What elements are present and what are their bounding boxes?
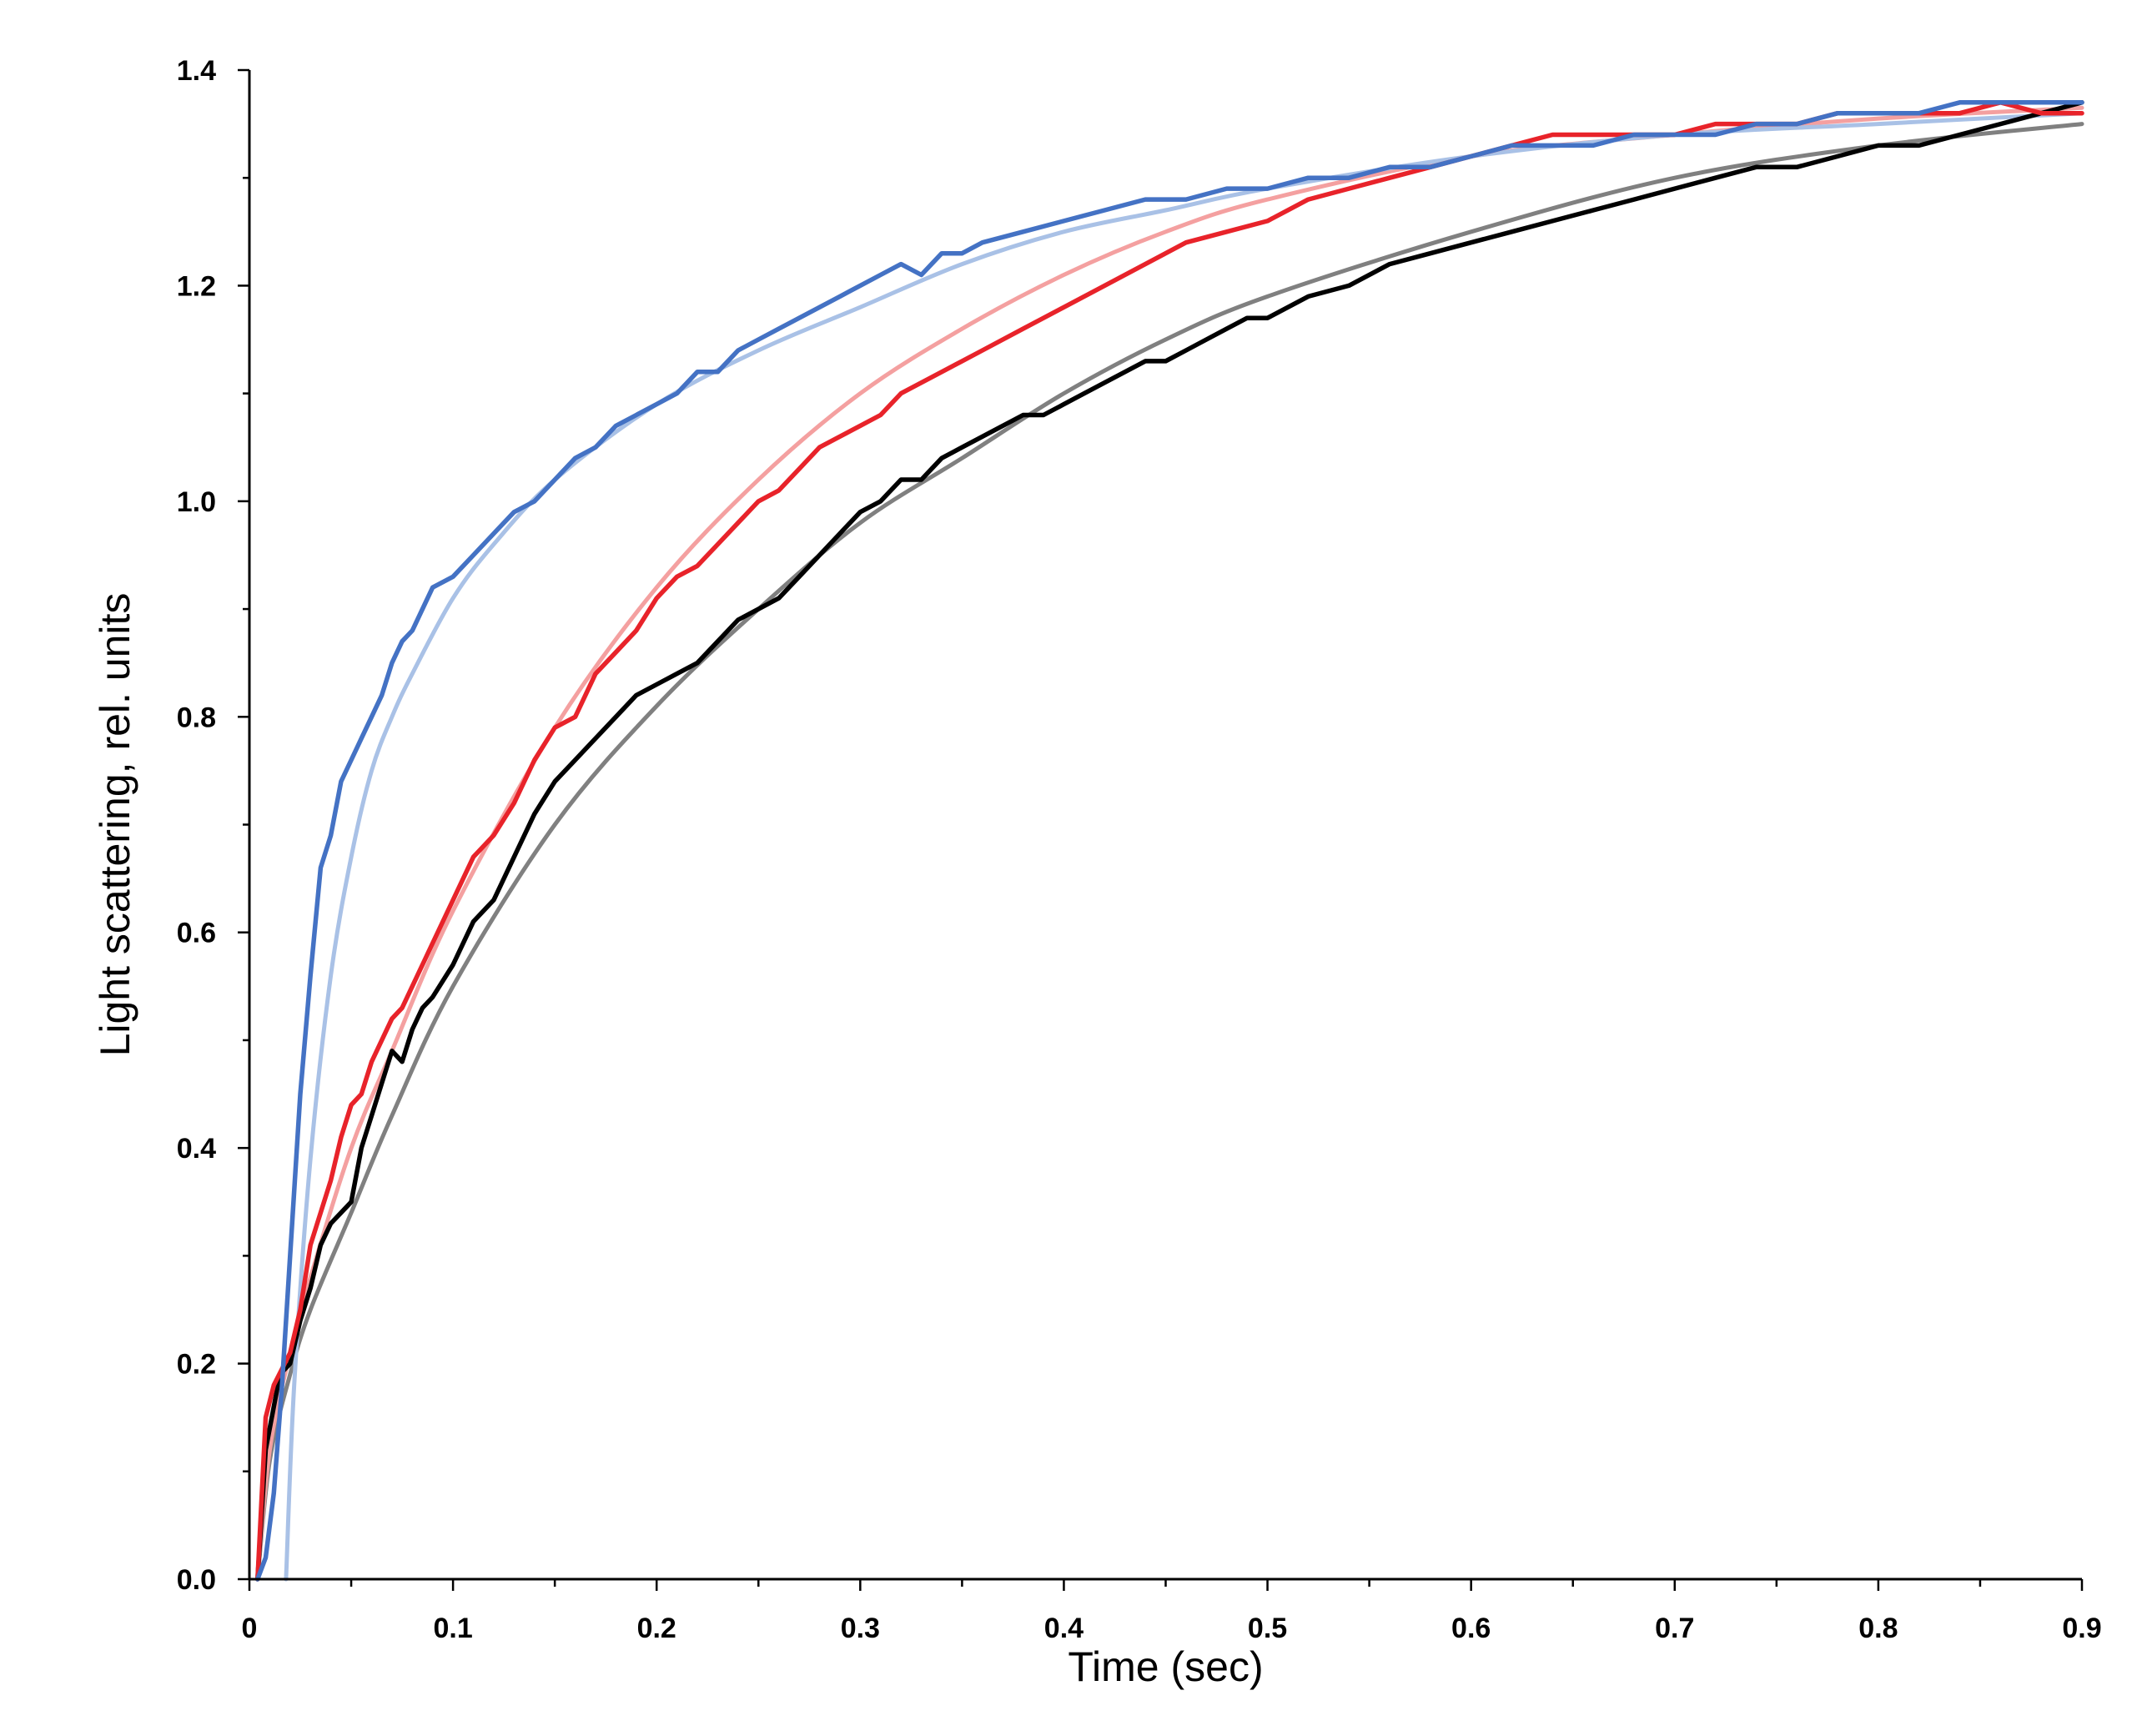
x-tick-label: 0.7: [1655, 1613, 1694, 1644]
y-tick-label: 0.6: [177, 918, 216, 949]
x-tick-label: 0.8: [1858, 1613, 1898, 1644]
y-tick-label: 0.4: [177, 1133, 216, 1165]
x-tick-label: 0.1: [433, 1613, 472, 1644]
y-axis-title: Light scattering, rel. units: [92, 593, 138, 1057]
y-tick-label: 1.4: [177, 55, 216, 87]
x-tick-label: 0.2: [637, 1613, 676, 1644]
black-data-line: [255, 100, 2084, 1582]
x-tick-label: 0.6: [1451, 1613, 1491, 1644]
blue-data-line: [255, 100, 2084, 1582]
x-tick-label: 0.3: [841, 1613, 880, 1644]
x-tick-label: 0.9: [2062, 1613, 2101, 1644]
ticks-layer: [238, 68, 2084, 1591]
y-tick-label: 1.0: [177, 486, 216, 518]
x-axis-title: Time (sec): [1068, 1643, 1263, 1690]
x-tick-label: 0.5: [1248, 1613, 1287, 1644]
y-tick-label: 0.2: [177, 1349, 216, 1381]
y-tick-label: 0.8: [177, 702, 216, 733]
y-tick-label: 0.0: [177, 1564, 216, 1596]
series-layer: [255, 100, 2084, 1582]
x-tick-label: 0.4: [1044, 1613, 1084, 1644]
red-data-line: [255, 100, 2084, 1582]
x-tick-label: 0: [242, 1613, 258, 1644]
tick-labels-layer: 0.0 0.2 0.4 0.6 0.8 1.0 1.2 1.4 0 0.1 0.2 0.3 0.4 0.5…: [177, 55, 2102, 1644]
y-tick-label: 1.2: [177, 270, 216, 302]
